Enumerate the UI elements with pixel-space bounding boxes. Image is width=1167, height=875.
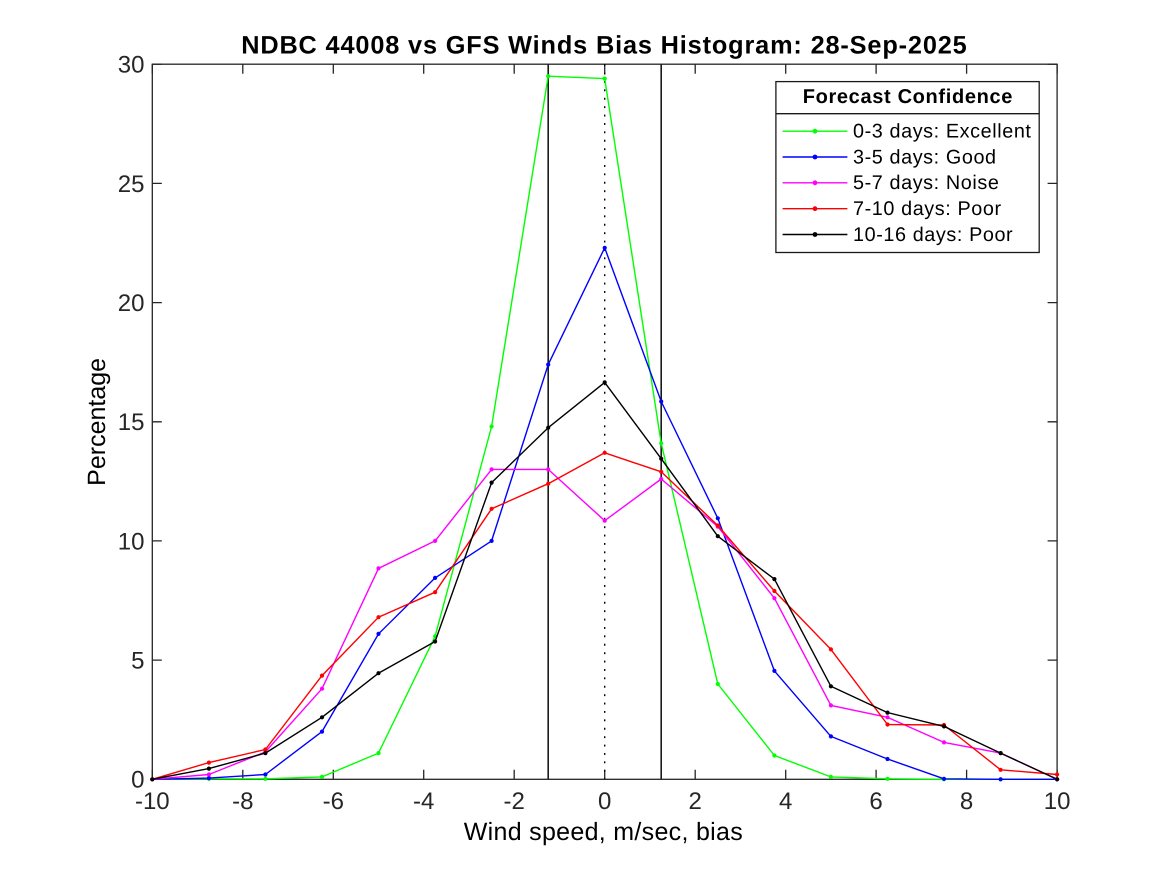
svg-text:-10: -10 bbox=[135, 788, 170, 815]
svg-text:5: 5 bbox=[131, 648, 144, 675]
svg-text:NDBC 44008 vs GFS Winds Bias H: NDBC 44008 vs GFS Winds Bias Histogram: … bbox=[241, 31, 967, 59]
svg-text:10: 10 bbox=[118, 528, 145, 555]
svg-text:7-10 days: Poor: 7-10 days: Poor bbox=[853, 198, 1002, 220]
svg-text:4: 4 bbox=[779, 788, 792, 815]
svg-text:Percentage: Percentage bbox=[83, 358, 111, 486]
svg-text:0-3 days: Excellent: 0-3 days: Excellent bbox=[853, 121, 1032, 143]
svg-text:0: 0 bbox=[598, 788, 611, 815]
svg-text:2: 2 bbox=[689, 788, 702, 815]
svg-text:15: 15 bbox=[118, 409, 145, 436]
svg-text:Forecast Confidence: Forecast Confidence bbox=[803, 86, 1013, 108]
svg-text:-8: -8 bbox=[232, 788, 253, 815]
svg-text:3-5 days: Good: 3-5 days: Good bbox=[853, 146, 997, 168]
svg-text:10-16 days: Poor: 10-16 days: Poor bbox=[853, 224, 1013, 246]
svg-text:10: 10 bbox=[1044, 788, 1071, 815]
svg-text:Wind speed, m/sec, bias: Wind speed, m/sec, bias bbox=[464, 818, 743, 846]
svg-text:20: 20 bbox=[118, 290, 145, 317]
svg-text:8: 8 bbox=[960, 788, 973, 815]
svg-text:0: 0 bbox=[131, 767, 144, 794]
svg-text:30: 30 bbox=[118, 52, 145, 79]
svg-text:-6: -6 bbox=[323, 788, 344, 815]
svg-text:-4: -4 bbox=[413, 788, 434, 815]
svg-text:-2: -2 bbox=[504, 788, 525, 815]
svg-text:5-7 days: Noise: 5-7 days: Noise bbox=[853, 172, 999, 194]
svg-text:25: 25 bbox=[118, 171, 145, 198]
svg-text:6: 6 bbox=[869, 788, 882, 815]
